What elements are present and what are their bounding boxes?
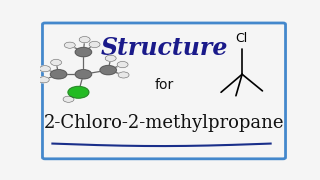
Circle shape bbox=[51, 59, 61, 66]
Circle shape bbox=[117, 62, 128, 68]
Circle shape bbox=[100, 66, 116, 75]
Circle shape bbox=[39, 66, 51, 72]
Text: Cl: Cl bbox=[235, 32, 247, 45]
Circle shape bbox=[89, 41, 100, 48]
Circle shape bbox=[105, 55, 116, 61]
Circle shape bbox=[63, 96, 74, 102]
Circle shape bbox=[64, 42, 75, 48]
Circle shape bbox=[75, 48, 92, 57]
Circle shape bbox=[79, 37, 90, 43]
Circle shape bbox=[51, 70, 67, 79]
Circle shape bbox=[38, 77, 49, 83]
Circle shape bbox=[68, 86, 89, 98]
Circle shape bbox=[118, 72, 129, 78]
Circle shape bbox=[75, 70, 92, 79]
Text: Structure: Structure bbox=[100, 36, 228, 60]
Text: for: for bbox=[154, 78, 174, 92]
Text: 2-Chloro-2-methylpropane: 2-Chloro-2-methylpropane bbox=[44, 114, 284, 132]
